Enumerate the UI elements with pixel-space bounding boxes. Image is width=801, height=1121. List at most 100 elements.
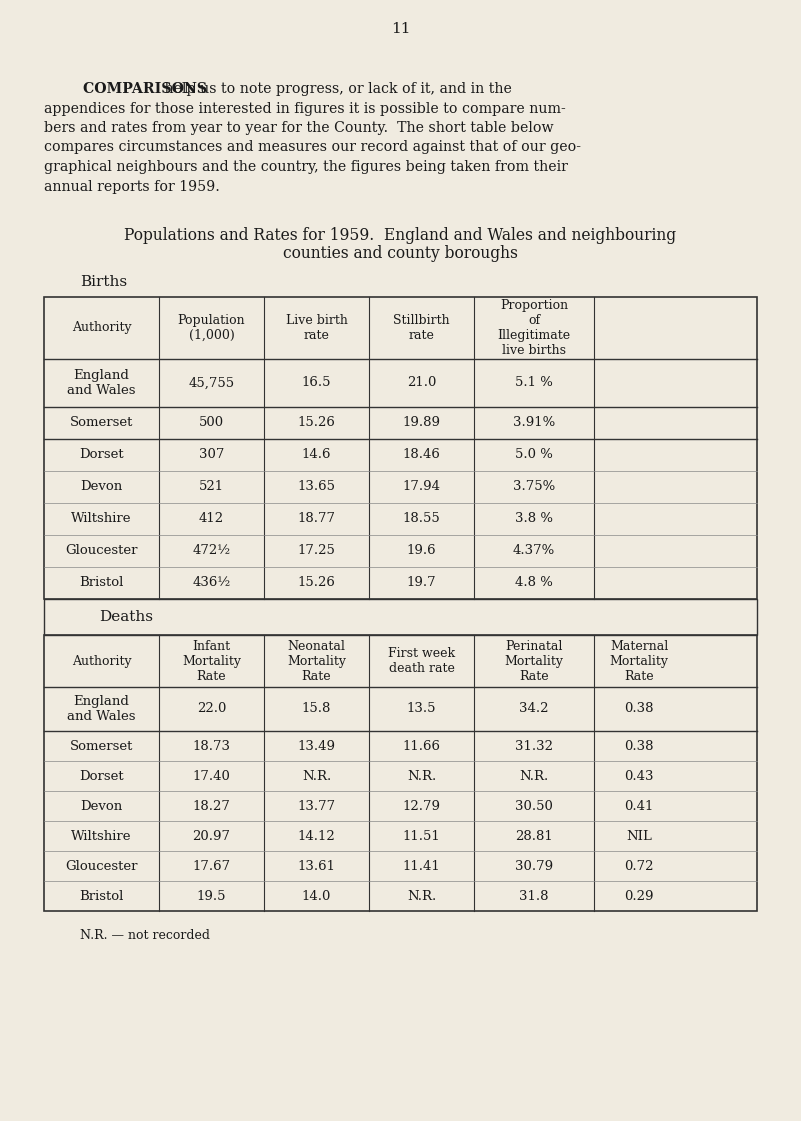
Text: 30.50: 30.50: [515, 799, 553, 813]
Text: Devon: Devon: [80, 481, 123, 493]
Text: 45,755: 45,755: [188, 377, 235, 389]
Text: 17.25: 17.25: [297, 545, 336, 557]
Text: Maternal
Mortality
Rate: Maternal Mortality Rate: [610, 639, 669, 683]
Text: 18.77: 18.77: [297, 512, 336, 526]
Text: 17.40: 17.40: [192, 769, 231, 782]
Text: help us to note progress, or lack of it, and in the: help us to note progress, or lack of it,…: [160, 82, 512, 96]
Text: 500: 500: [199, 417, 224, 429]
Text: 436½: 436½: [192, 576, 231, 590]
Text: 18.46: 18.46: [403, 448, 441, 462]
Text: 11: 11: [391, 22, 410, 36]
Text: 15.8: 15.8: [302, 703, 331, 715]
Text: 307: 307: [199, 448, 224, 462]
Text: 412: 412: [199, 512, 224, 526]
Text: Deaths: Deaths: [99, 610, 153, 624]
Text: Gloucester: Gloucester: [65, 545, 138, 557]
Text: 12.79: 12.79: [402, 799, 441, 813]
Text: graphical neighbours and the country, the figures being taken from their: graphical neighbours and the country, th…: [44, 160, 568, 174]
Text: Authority: Authority: [71, 655, 131, 667]
Text: Neonatal
Mortality
Rate: Neonatal Mortality Rate: [287, 639, 346, 683]
Text: 0.43: 0.43: [624, 769, 654, 782]
Text: N.R. — not recorded: N.R. — not recorded: [80, 929, 210, 942]
Text: N.R.: N.R.: [302, 769, 331, 782]
Text: 0.38: 0.38: [624, 740, 654, 752]
Text: N.R.: N.R.: [407, 889, 436, 902]
Text: Somerset: Somerset: [70, 740, 133, 752]
Text: Authority: Authority: [71, 322, 131, 334]
Text: 14.0: 14.0: [302, 889, 331, 902]
Text: Dorset: Dorset: [79, 448, 124, 462]
Text: N.R.: N.R.: [519, 769, 549, 782]
Text: appendices for those interested in figures it is possible to compare num-: appendices for those interested in figur…: [44, 102, 566, 115]
Text: 19.6: 19.6: [407, 545, 437, 557]
Text: Bristol: Bristol: [79, 576, 123, 590]
Text: 11.51: 11.51: [403, 830, 441, 843]
Text: Dorset: Dorset: [79, 769, 124, 782]
Bar: [44, 634, 757, 911]
Text: 0.41: 0.41: [624, 799, 654, 813]
Text: 14.12: 14.12: [298, 830, 336, 843]
Text: 17.67: 17.67: [192, 860, 231, 872]
Text: 11.41: 11.41: [403, 860, 441, 872]
Text: 13.61: 13.61: [297, 860, 336, 872]
Bar: [44, 599, 757, 634]
Text: 13.49: 13.49: [297, 740, 336, 752]
Text: England
and Wales: England and Wales: [67, 695, 135, 723]
Text: First week
death rate: First week death rate: [388, 647, 455, 675]
Text: 0.29: 0.29: [624, 889, 654, 902]
Text: 31.32: 31.32: [515, 740, 553, 752]
Text: 0.38: 0.38: [624, 703, 654, 715]
Text: Gloucester: Gloucester: [65, 860, 138, 872]
Text: 22.0: 22.0: [197, 703, 226, 715]
Text: bers and rates from year to year for the County.  The short table below: bers and rates from year to year for the…: [44, 121, 553, 135]
Text: 30.79: 30.79: [515, 860, 553, 872]
Text: 18.73: 18.73: [192, 740, 231, 752]
Text: N.R.: N.R.: [407, 769, 436, 782]
Text: Stillbirth
rate: Stillbirth rate: [393, 314, 450, 342]
Text: 20.97: 20.97: [192, 830, 231, 843]
Text: Infant
Mortality
Rate: Infant Mortality Rate: [182, 639, 241, 683]
Text: 18.27: 18.27: [192, 799, 231, 813]
Text: 3.8 %: 3.8 %: [515, 512, 553, 526]
Text: counties and county boroughs: counties and county boroughs: [283, 245, 518, 262]
Text: NIL: NIL: [626, 830, 652, 843]
Text: 15.26: 15.26: [297, 417, 336, 429]
Text: 16.5: 16.5: [302, 377, 332, 389]
Text: Population
(1,000): Population (1,000): [178, 314, 245, 342]
Text: 19.5: 19.5: [197, 889, 226, 902]
Text: Perinatal
Mortality
Rate: Perinatal Mortality Rate: [505, 639, 563, 683]
Bar: [44, 297, 757, 599]
Text: Devon: Devon: [80, 799, 123, 813]
Text: annual reports for 1959.: annual reports for 1959.: [44, 179, 220, 194]
Text: 4.8 %: 4.8 %: [515, 576, 553, 590]
Text: 19.89: 19.89: [402, 417, 441, 429]
Text: 28.81: 28.81: [515, 830, 553, 843]
Text: Proportion
of
Illegitimate
live births: Proportion of Illegitimate live births: [497, 299, 570, 356]
Text: 521: 521: [199, 481, 224, 493]
Text: 3.91%: 3.91%: [513, 417, 555, 429]
Text: 34.2: 34.2: [519, 703, 549, 715]
Text: COMPARISONS: COMPARISONS: [44, 82, 207, 96]
Text: 21.0: 21.0: [407, 377, 437, 389]
Text: 11.66: 11.66: [402, 740, 441, 752]
Text: Bristol: Bristol: [79, 889, 123, 902]
Text: 18.55: 18.55: [403, 512, 441, 526]
Text: Wiltshire: Wiltshire: [71, 830, 131, 843]
Text: 14.6: 14.6: [302, 448, 332, 462]
Text: 5.0 %: 5.0 %: [515, 448, 553, 462]
Text: Populations and Rates for 1959.  England and Wales and neighbouring: Populations and Rates for 1959. England …: [124, 226, 677, 244]
Text: 17.94: 17.94: [402, 481, 441, 493]
Text: 13.65: 13.65: [297, 481, 336, 493]
Text: Wiltshire: Wiltshire: [71, 512, 131, 526]
Text: 31.8: 31.8: [519, 889, 549, 902]
Text: Live birth
rate: Live birth rate: [286, 314, 348, 342]
Text: England
and Wales: England and Wales: [67, 369, 135, 397]
Text: 13.77: 13.77: [297, 799, 336, 813]
Text: 0.72: 0.72: [624, 860, 654, 872]
Text: 13.5: 13.5: [407, 703, 437, 715]
Text: 15.26: 15.26: [297, 576, 336, 590]
Text: compares circumstances and measures our record against that of our geo-: compares circumstances and measures our …: [44, 140, 581, 155]
Text: 4.37%: 4.37%: [513, 545, 555, 557]
Text: 3.75%: 3.75%: [513, 481, 555, 493]
Text: 19.7: 19.7: [407, 576, 437, 590]
